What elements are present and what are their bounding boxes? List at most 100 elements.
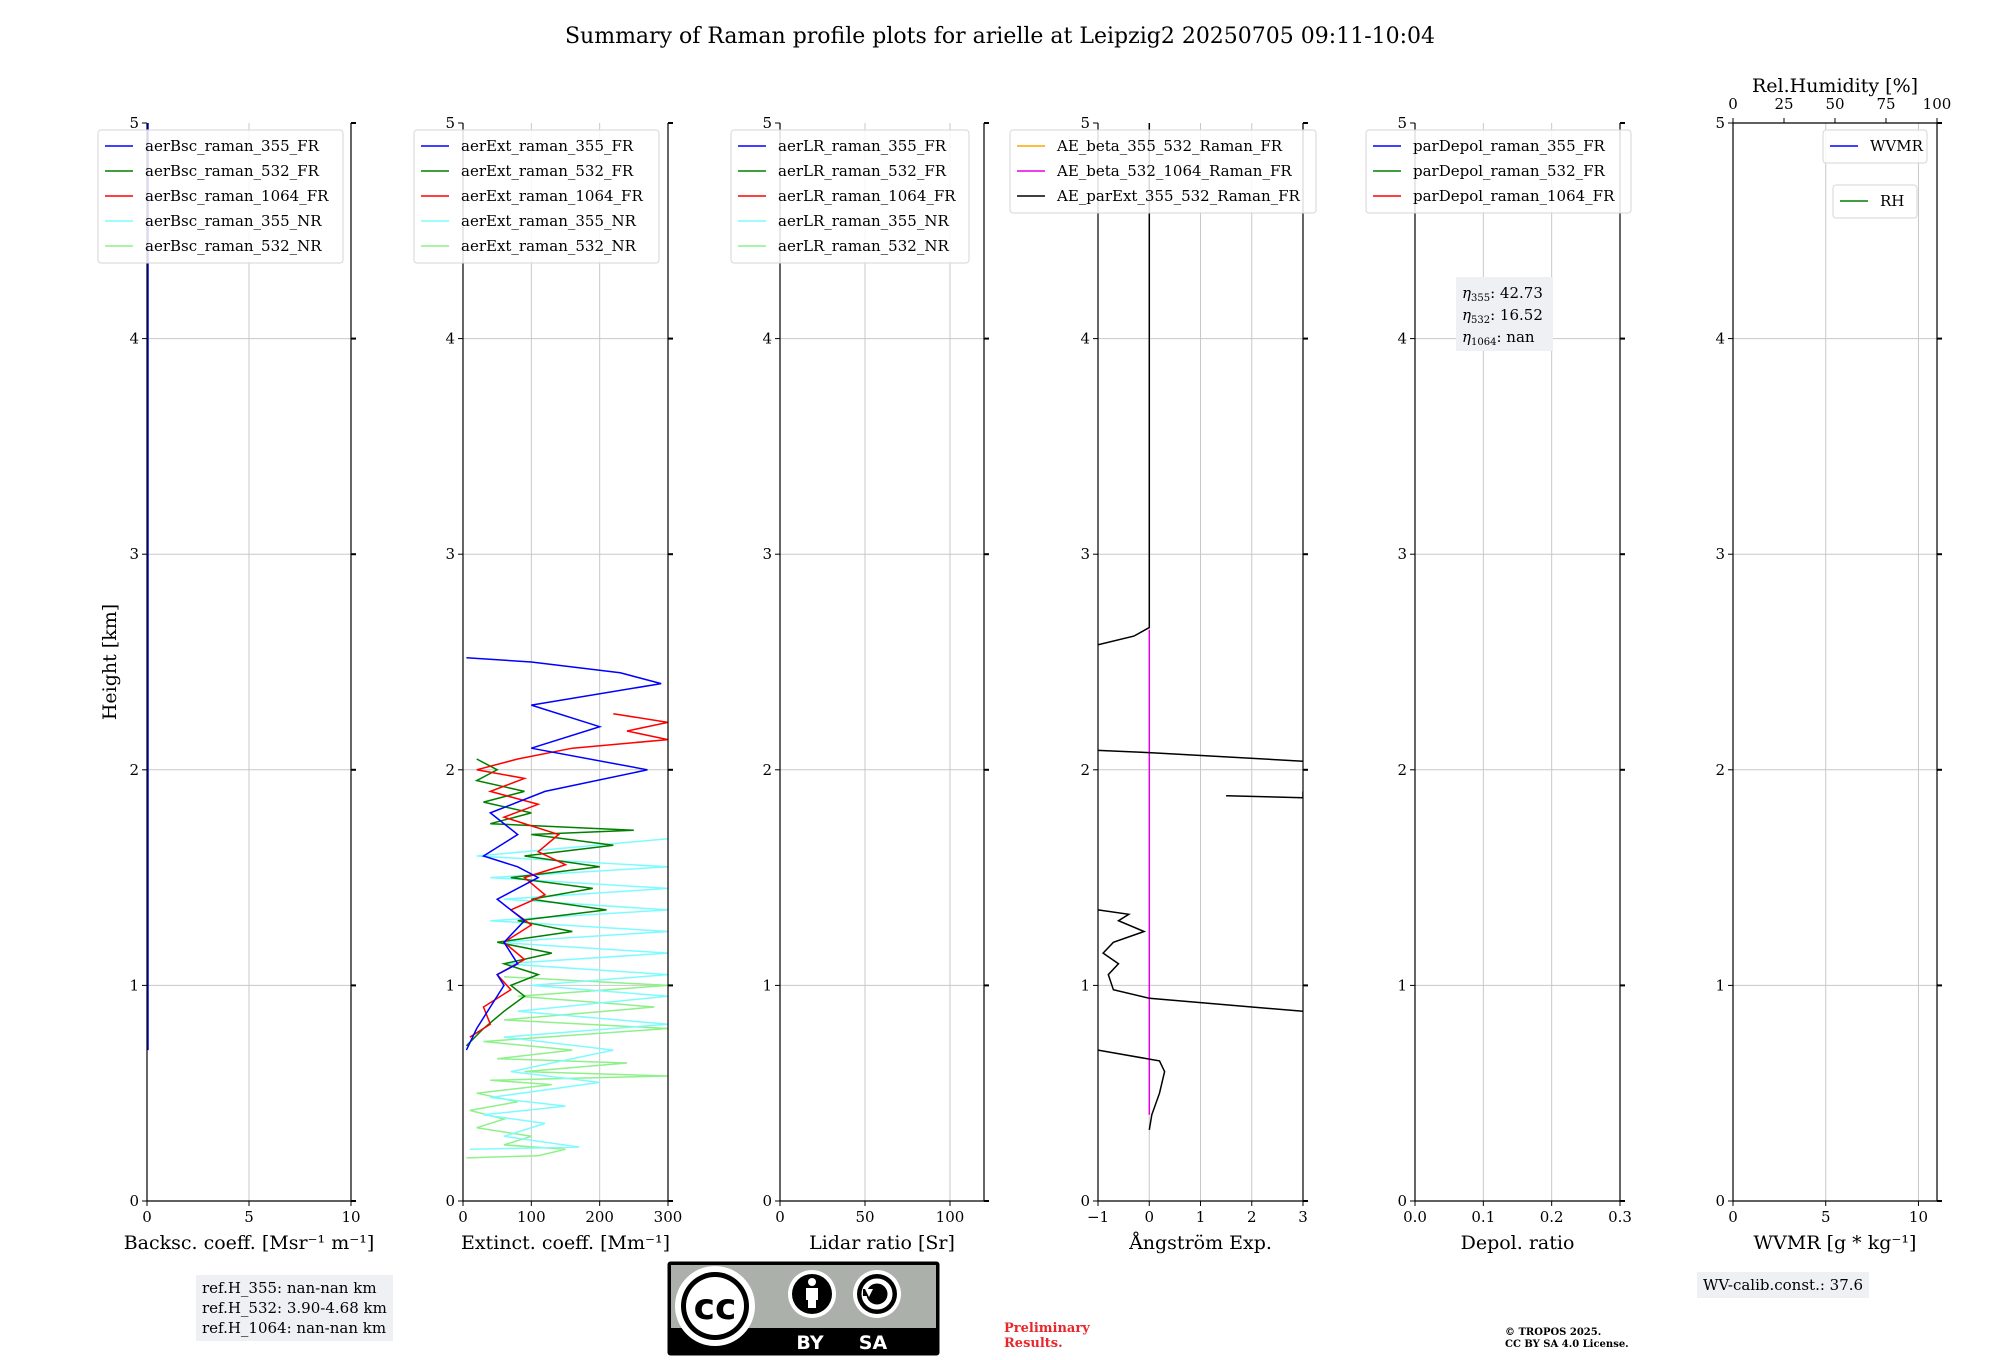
series-AE_parExt_355_532_Raman_FR [1098,749,1303,762]
y-tick-label: 0 [762,1192,772,1210]
x-axis-label: Backsc. coeff. [Msr⁻¹ m⁻¹] [124,1232,375,1254]
y-tick-label: 0 [129,1192,139,1210]
x-tick-label: 1 [1196,1208,1206,1226]
axes-depol: 0.0 0.1 0.2 0.3 0 1 2 3 4 5 [1397,114,1631,1226]
top-x-tick-label: 25 [1774,95,1793,113]
eta-box-bg [1456,277,1553,351]
eta-colon: : [1490,306,1500,324]
cc-by-sa-logo: cc BY SA [667,1261,940,1356]
legend-label: aerBsc_raman_355_FR [145,137,320,155]
grid-ext [463,123,668,1201]
legend-label: parDepol_raman_355_FR [1413,137,1606,155]
reference-height-box: ref.H_355: nan-nan km ref.H_532: 3.90-4.… [196,1275,393,1341]
legend-lr: aerLR_raman_355_FR aerLR_raman_532_FR aerL… [730,129,970,264]
legend-label: aerLR_raman_355_NR [778,212,949,230]
x-tick-label: 0.0 [1403,1208,1427,1226]
x-tick-label: 5 [244,1208,254,1226]
top-axis-label: Rel.Humidity [%] [1752,75,1918,97]
legend-frame [97,129,344,264]
grid-bsc [147,123,351,1201]
y-tick-label: 0 [1397,1192,1407,1210]
x-tick-label: 10 [1909,1208,1928,1226]
y-tick-label: 5 [762,114,772,132]
axes-ext: 0 100 200 300 0 1 2 3 4 5 [445,114,682,1226]
cc-sa-label: SA [859,1332,888,1354]
y-tick-label: 4 [762,330,772,348]
eta-subscript: 1064 [1471,337,1496,348]
y-tick-label: 5 [1715,114,1725,132]
x-tick-label: 0 [142,1208,152,1226]
x-axis-label: Extinct. coeff. [Mm⁻¹] [461,1232,670,1254]
legend-label: aerExt_raman_355_NR [461,212,637,230]
y-tick-label: 1 [762,976,772,994]
x-tick-label: 10 [341,1208,360,1226]
legend-frame [1822,129,1928,164]
legend-frame [730,129,970,264]
eta-subscript: 532 [1471,315,1490,326]
grid-ae [1098,123,1303,1201]
series-group-ae [1098,123,1303,1131]
y-tick-label: 3 [1397,545,1407,563]
panel-ext: 0 100 200 300 0 1 2 3 4 5 Extinct. coeff. [Mm⁻¹] ae… [413,114,682,1254]
y-tick-label: 4 [1397,330,1407,348]
wv-calibration-box: WV-calib.const.: 37.6 [1697,1272,1870,1298]
copyright-note: © TROPOS 2025. CC BY SA 4.0 License. [1505,1327,1629,1351]
y-tick-label: 3 [1080,545,1090,563]
eta-value: 16.52 [1500,306,1543,324]
eta-line: η532: 16.52 [1462,306,1543,326]
legend-label: aerLR_raman_355_FR [778,137,947,155]
x-tick-label: 0.3 [1608,1208,1632,1226]
svg-text:cc: cc [694,1287,737,1328]
axes-lr: 0 50 100 0 1 2 3 4 5 [762,114,989,1226]
y-tick-label: 1 [129,976,139,994]
legend-label: aerLR_raman_532_NR [778,237,949,255]
top-x-tick-label: 75 [1876,95,1895,113]
y-tick-label: 0 [1715,1192,1725,1210]
eta-value: nan [1506,328,1535,346]
legend-label: WVMR [1870,137,1924,155]
y-tick-label: 5 [1397,114,1407,132]
top-x-tick-label: 50 [1825,95,1844,113]
preliminary-line-2: Results. [1004,1336,1063,1351]
series-AE_parExt_355_532_Raman_FR [1098,123,1151,646]
y-tick-label: 2 [445,761,455,779]
x-tick-label: 200 [585,1208,614,1226]
eta-colon: : [1490,284,1500,302]
y-tick-label: 5 [445,114,455,132]
legend-label: aerExt_raman_532_FR [461,162,634,180]
eta-line: η355: 42.73 [1462,284,1543,304]
y-tick-label: 3 [762,545,772,563]
y-tick-label: 4 [129,330,139,348]
x-axis-label: Ångström Exp. [1128,1232,1272,1254]
series-aerExt_raman_532_NR [466,976,668,1159]
y-tick-label: 0 [1080,1192,1090,1210]
panel-bsc: 0 5 10 0 1 2 3 4 5 Backsc. coeff. [Msr⁻¹ m⁻¹] Heig… [97,114,375,1254]
series-aerExt_raman_355_FR [465,656,662,1051]
x-tick-label: 0.1 [1471,1208,1495,1226]
x-axis-label: WVMR [g * kg⁻¹] [1754,1232,1917,1254]
y-tick-label: 1 [445,976,455,994]
eta-symbol: η [1462,284,1471,302]
legend-label: aerLR_raman_1064_FR [778,187,956,205]
x-tick-label: 100 [936,1208,965,1226]
figure-title: Summary of Raman profile plots for ariel… [565,24,1435,49]
legend-ae: AE_beta_355_532_Raman_FR AE_beta_532_1064… [1009,129,1317,214]
y-tick-label: 5 [129,114,139,132]
legend-label: aerBsc_raman_355_NR [145,212,322,230]
axes-bsc: 0 5 10 0 1 2 3 4 5 [129,114,360,1226]
legend-frame [1365,129,1632,214]
x-tick-label: 3 [1298,1208,1308,1226]
y-tick-label: 3 [445,545,455,563]
y-axis-label: Height [km] [99,604,121,720]
x-tick-label: 0 [1144,1208,1154,1226]
series-AE_parExt_355_532_Raman_FR [1098,909,1303,1013]
panel-depol: 0.0 0.1 0.2 0.3 0 1 2 3 4 5 Depol. ratio parDepol_r… [1365,114,1632,1254]
x-tick-label: 0.2 [1540,1208,1564,1226]
legend-label: AE_parExt_355_532_Raman_FR [1056,187,1301,205]
refbox-line-1064: ref.H_1064: nan-nan km [202,1319,387,1337]
